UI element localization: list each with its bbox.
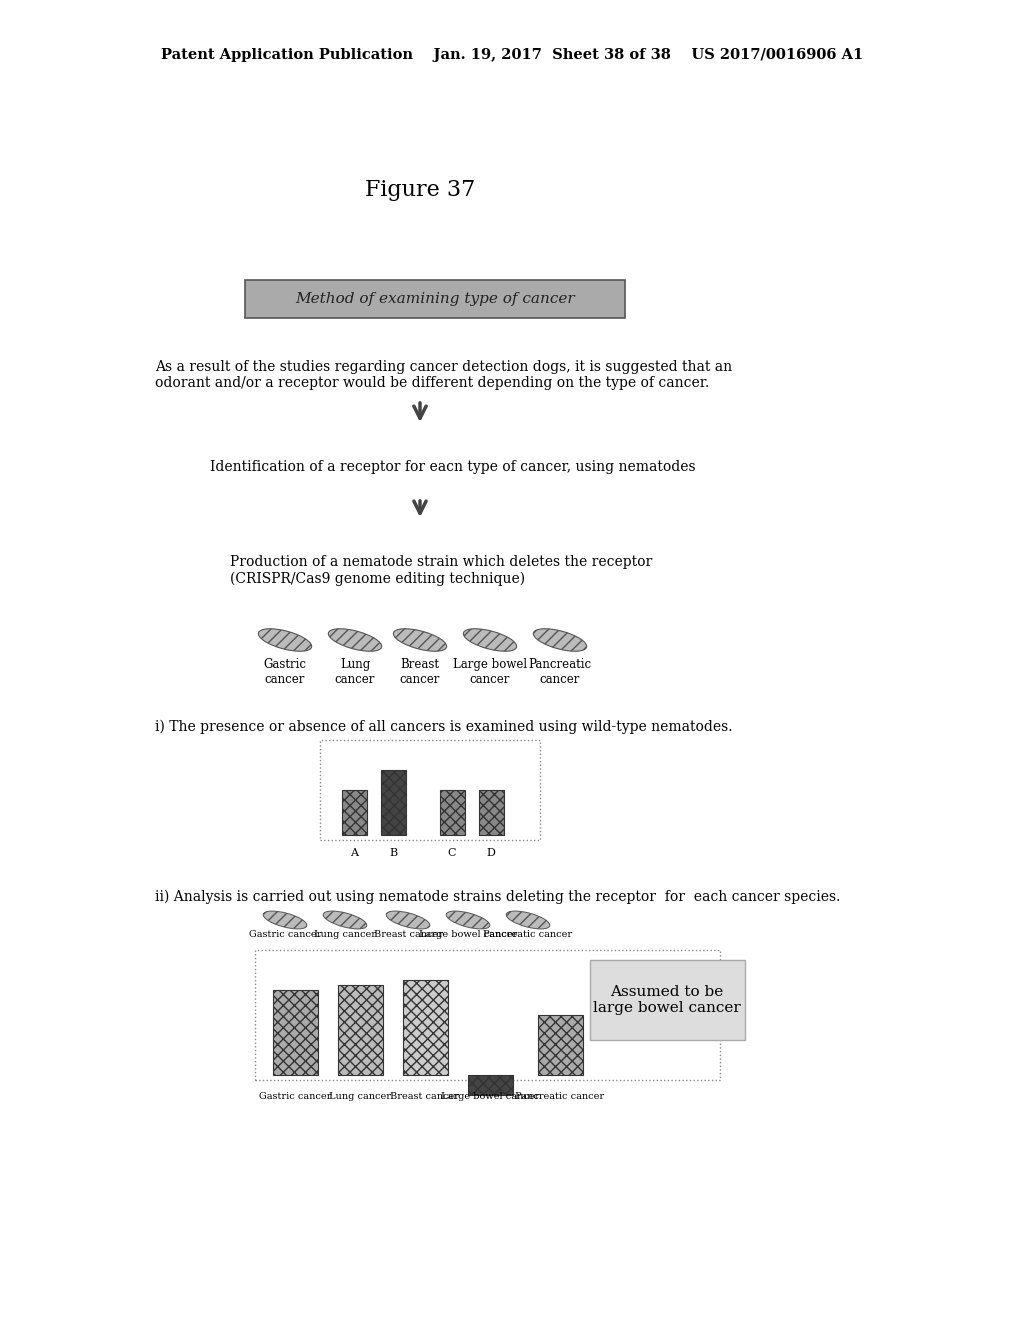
- Text: A: A: [350, 847, 358, 858]
- Ellipse shape: [463, 628, 517, 651]
- Text: i) The presence or absence of all cancers is examined using wild-type nematodes.: i) The presence or absence of all cancer…: [155, 719, 732, 734]
- Text: Large bowel cancer: Large bowel cancer: [441, 1092, 539, 1101]
- Text: Gastric cancer: Gastric cancer: [259, 1092, 331, 1101]
- Text: B: B: [389, 847, 397, 858]
- Text: Pancreatic cancer: Pancreatic cancer: [483, 931, 572, 939]
- Bar: [341, 789, 367, 836]
- Ellipse shape: [258, 628, 311, 651]
- Text: ii) Analysis is carried out using nematode strains deleting the receptor  for  e: ii) Analysis is carried out using nemato…: [155, 890, 841, 904]
- Text: Breast cancer: Breast cancer: [374, 931, 442, 939]
- Text: Patent Application Publication    Jan. 19, 2017  Sheet 38 of 38    US 2017/00169: Patent Application Publication Jan. 19, …: [161, 48, 863, 62]
- Text: C: C: [447, 847, 457, 858]
- Bar: [468, 1074, 512, 1096]
- Text: Breast cancer: Breast cancer: [390, 1092, 460, 1101]
- Text: D: D: [486, 847, 496, 858]
- Text: Figure 37: Figure 37: [365, 180, 475, 201]
- Ellipse shape: [263, 911, 307, 929]
- Text: Gastric
cancer: Gastric cancer: [263, 657, 306, 686]
- Ellipse shape: [386, 911, 430, 929]
- Text: Lung cancer: Lung cancer: [329, 1092, 391, 1101]
- Text: Large bowel
cancer: Large bowel cancer: [453, 657, 527, 686]
- Text: Breast
cancer: Breast cancer: [399, 657, 440, 686]
- Ellipse shape: [534, 628, 587, 651]
- Ellipse shape: [324, 911, 367, 929]
- Text: Gastric cancer: Gastric cancer: [249, 931, 322, 939]
- Ellipse shape: [446, 911, 489, 929]
- FancyBboxPatch shape: [245, 280, 625, 318]
- Text: Identification of a receptor for eacn type of cancer, using nematodes: Identification of a receptor for eacn ty…: [210, 459, 695, 474]
- Ellipse shape: [329, 628, 382, 651]
- Ellipse shape: [393, 628, 446, 651]
- Ellipse shape: [506, 911, 550, 929]
- Text: Lung cancer: Lung cancer: [314, 931, 376, 939]
- Text: Large bowel cancer: Large bowel cancer: [419, 931, 517, 939]
- Text: Method of examining type of cancer: Method of examining type of cancer: [295, 292, 574, 306]
- Text: As a result of the studies regarding cancer detection dogs, it is suggested that: As a result of the studies regarding can…: [155, 360, 732, 391]
- Bar: [402, 979, 447, 1074]
- Text: Lung
cancer: Lung cancer: [335, 657, 375, 686]
- Text: Pancreatic cancer: Pancreatic cancer: [515, 1092, 604, 1101]
- Text: Pancreatic
cancer: Pancreatic cancer: [528, 657, 592, 686]
- Bar: [439, 789, 465, 836]
- Text: Production of a nematode strain which deletes the receptor
(CRISPR/Cas9 genome e: Production of a nematode strain which de…: [230, 554, 652, 586]
- Bar: [338, 985, 383, 1074]
- Bar: [478, 789, 504, 836]
- Text: Assumed to be
large bowel cancer: Assumed to be large bowel cancer: [593, 985, 741, 1015]
- FancyBboxPatch shape: [590, 960, 745, 1040]
- Bar: [272, 990, 317, 1074]
- Bar: [381, 770, 406, 836]
- Bar: [538, 1015, 583, 1074]
